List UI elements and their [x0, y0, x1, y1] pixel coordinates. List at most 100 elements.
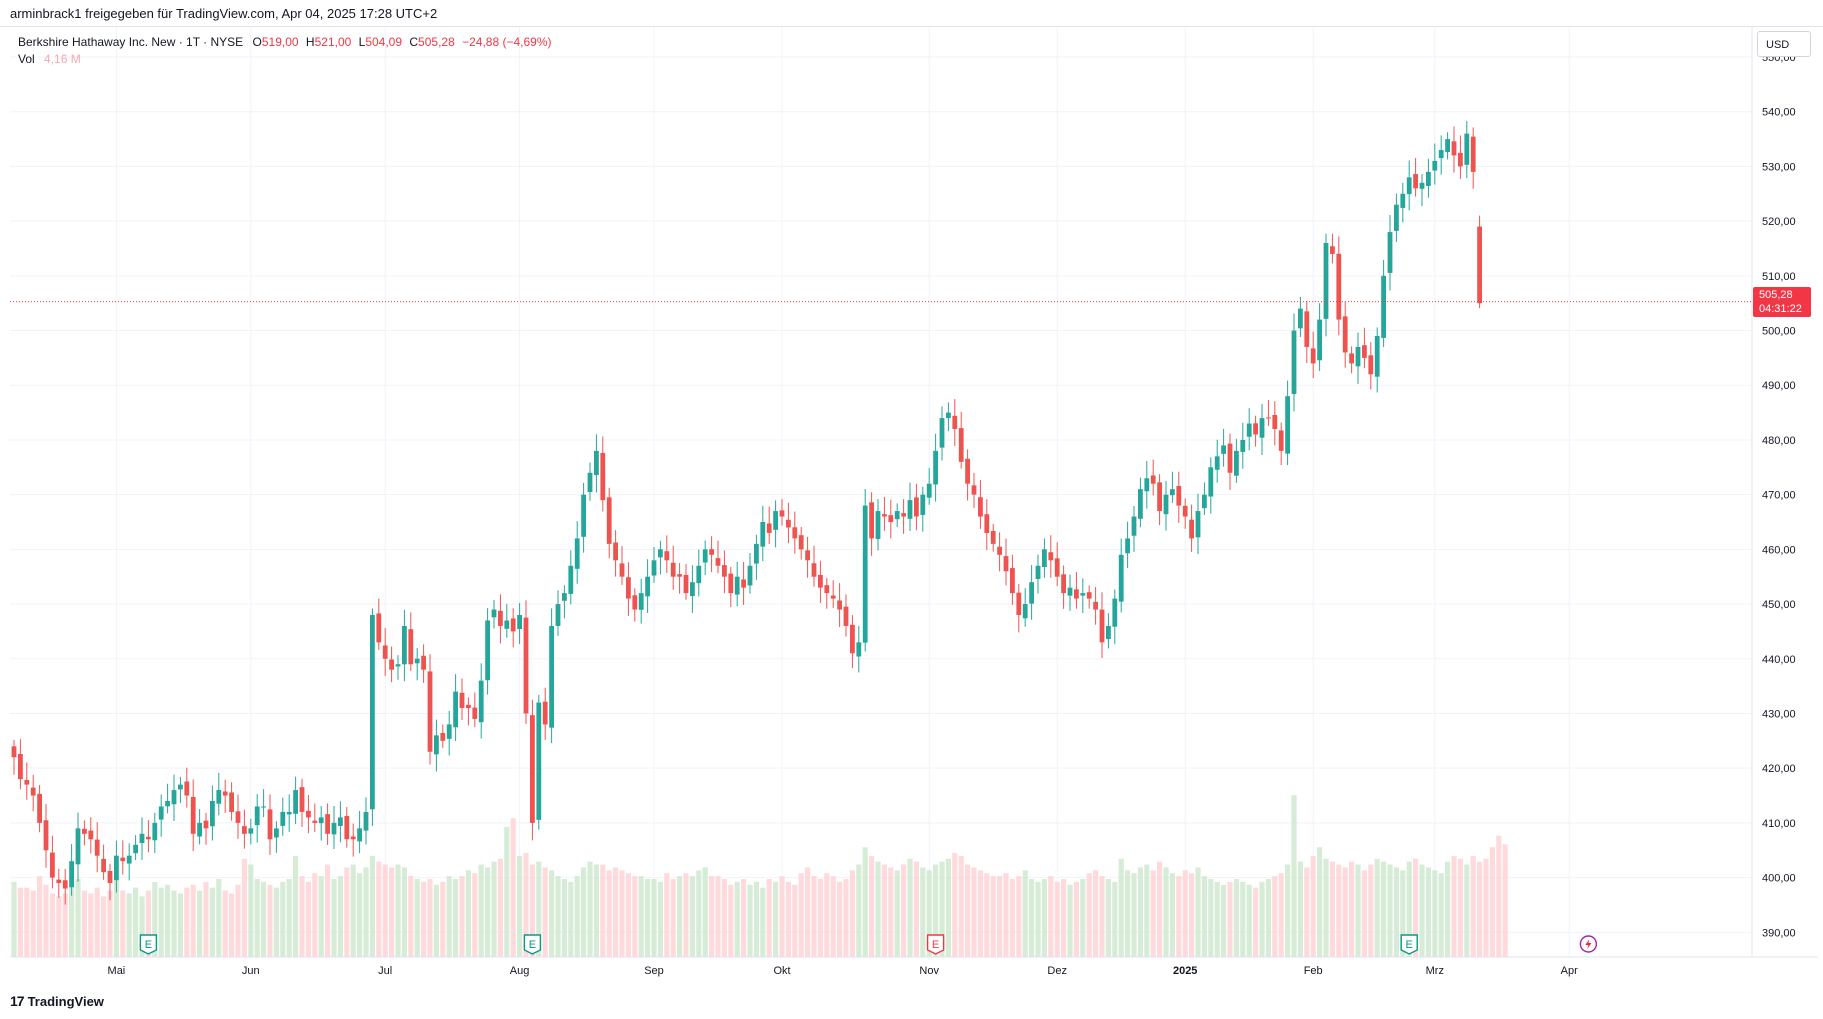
candle[interactable] [82, 820, 87, 846]
candle[interactable] [542, 687, 548, 740]
candle[interactable] [1240, 422, 1246, 469]
candle[interactable] [402, 609, 407, 682]
candle[interactable] [1298, 296, 1303, 338]
candle[interactable] [1131, 505, 1137, 552]
candle[interactable] [984, 499, 990, 551]
candle[interactable] [472, 692, 478, 728]
candle[interactable] [165, 783, 170, 814]
candle[interactable] [1285, 380, 1290, 466]
candle[interactable] [773, 500, 778, 548]
candle[interactable] [1074, 571, 1079, 609]
candle[interactable] [626, 562, 631, 616]
candle[interactable] [958, 411, 964, 469]
candle[interactable] [62, 868, 68, 905]
candle[interactable] [1451, 126, 1457, 173]
candle[interactable] [1022, 588, 1028, 627]
candle[interactable] [875, 499, 881, 551]
candle[interactable] [101, 844, 106, 880]
candle[interactable] [11, 739, 17, 775]
candle[interactable] [498, 594, 503, 644]
candle[interactable] [325, 803, 330, 845]
candle[interactable] [478, 663, 484, 739]
candle[interactable] [1291, 313, 1297, 412]
candle[interactable] [1099, 592, 1105, 659]
candle[interactable] [75, 812, 81, 882]
candle[interactable] [1234, 438, 1239, 483]
candle[interactable] [1406, 160, 1412, 211]
candle[interactable] [261, 789, 266, 818]
candle[interactable] [1221, 428, 1226, 467]
candle[interactable] [843, 594, 849, 637]
candle[interactable] [139, 817, 145, 861]
candle[interactable] [920, 486, 926, 532]
candle[interactable] [1342, 301, 1348, 368]
candle[interactable] [1304, 300, 1310, 363]
candle[interactable] [235, 794, 241, 839]
candle[interactable] [299, 778, 305, 828]
candle[interactable] [453, 674, 458, 742]
candle[interactable] [1176, 471, 1182, 523]
candle[interactable] [1368, 342, 1374, 390]
candle[interactable] [152, 812, 158, 854]
candle[interactable] [120, 840, 126, 875]
candle[interactable] [696, 549, 702, 597]
candle[interactable] [440, 724, 446, 749]
candle[interactable] [280, 797, 286, 836]
candle[interactable] [427, 654, 433, 765]
candle[interactable] [171, 774, 177, 822]
candle[interactable] [1138, 477, 1143, 528]
candle[interactable] [306, 794, 311, 834]
candle[interactable] [888, 499, 894, 539]
candle[interactable] [568, 550, 574, 605]
candle[interactable] [1438, 135, 1444, 175]
candle[interactable] [1381, 259, 1386, 348]
candle[interactable] [747, 552, 753, 594]
candle[interactable] [798, 526, 804, 560]
candle[interactable] [18, 739, 23, 790]
candle[interactable] [248, 818, 254, 845]
candle[interactable] [581, 482, 586, 553]
candle[interactable] [267, 794, 273, 855]
candle[interactable] [331, 805, 337, 849]
candle[interactable] [1029, 565, 1034, 620]
candle[interactable] [1259, 404, 1265, 456]
candle[interactable] [1330, 233, 1335, 264]
candle[interactable] [216, 772, 222, 816]
candle[interactable] [1163, 481, 1169, 531]
earnings-marker-icon[interactable] [1400, 934, 1418, 955]
candle[interactable] [466, 697, 471, 726]
candle[interactable] [197, 809, 202, 845]
candle[interactable] [133, 835, 138, 861]
earnings-marker-icon[interactable] [926, 934, 945, 955]
candle[interactable] [856, 625, 862, 673]
earnings-marker-icon[interactable] [139, 934, 158, 955]
candle[interactable] [338, 801, 343, 843]
candle[interactable] [446, 710, 452, 756]
candle[interactable] [414, 648, 420, 681]
candle[interactable] [1374, 327, 1380, 393]
candle[interactable] [1470, 127, 1476, 189]
candle[interactable] [1419, 174, 1425, 207]
candle[interactable] [683, 564, 689, 600]
candle[interactable] [107, 863, 113, 901]
candle[interactable] [779, 498, 785, 526]
candle[interactable] [766, 506, 772, 545]
candle[interactable] [485, 608, 490, 695]
candle[interactable] [1394, 193, 1399, 242]
candle[interactable] [190, 779, 196, 852]
candle[interactable] [434, 719, 439, 772]
candle[interactable] [926, 468, 932, 505]
candle[interactable] [946, 402, 951, 432]
candle[interactable] [971, 472, 977, 509]
candle[interactable] [350, 823, 356, 857]
candle[interactable] [939, 406, 945, 461]
candle[interactable] [1310, 331, 1316, 379]
candle[interactable] [1278, 422, 1284, 466]
candle[interactable] [638, 578, 644, 624]
candle[interactable] [1182, 498, 1188, 529]
candle[interactable] [30, 774, 36, 812]
candle[interactable] [805, 536, 810, 578]
candle[interactable] [1477, 215, 1482, 309]
candle[interactable] [754, 534, 759, 580]
